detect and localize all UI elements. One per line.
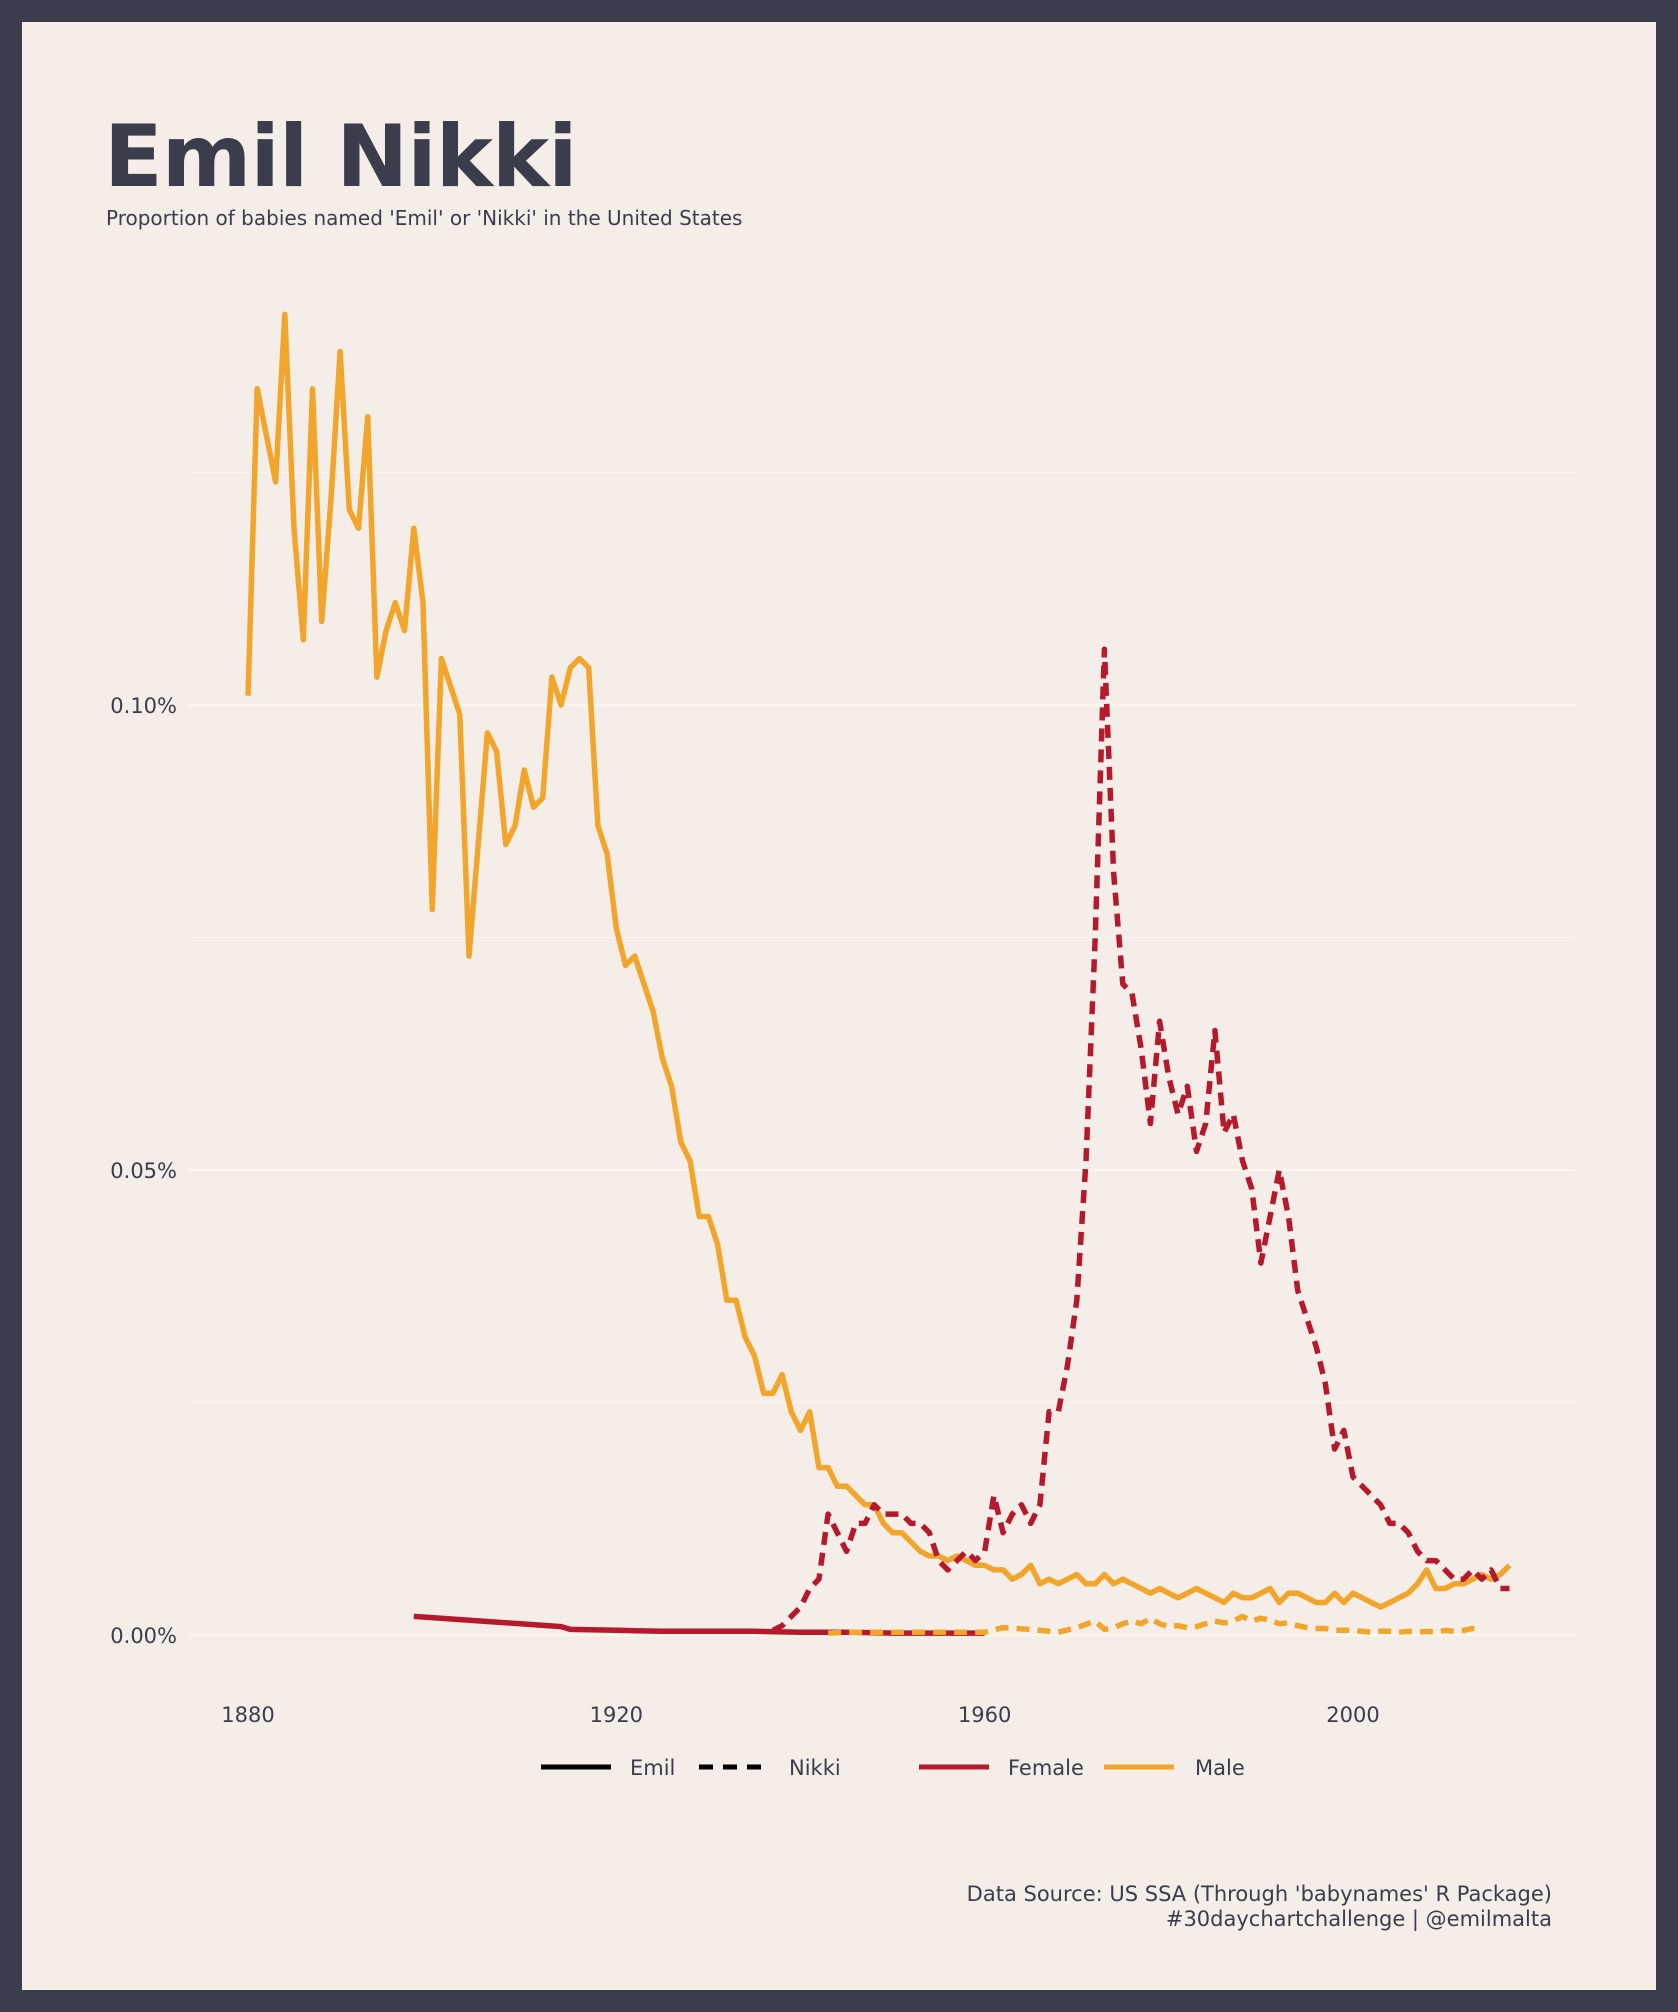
caption: Data Source: US SSA (Through 'babynames'… <box>967 1882 1552 1932</box>
line-chart: 0.00% 0.05% 0.10% 1880 1920 1960 2000 Emil Ni… <box>110 311 1575 1780</box>
x-tick-label: 1880 <box>221 1703 274 1727</box>
chart-subtitle: Proportion of babies named 'Emil' or 'Ni… <box>106 206 743 230</box>
legend: Emil Nikki Female Male <box>541 1756 1245 1780</box>
series-line-emil-male <box>245 311 1512 1610</box>
series-lines <box>245 311 1512 1636</box>
series-line-nikki-female <box>771 646 1510 1633</box>
caption-source: Data Source: US SSA (Through 'babynames'… <box>966 1882 1552 1906</box>
x-axis: 1880 1920 1960 2000 <box>221 1703 1379 1727</box>
x-tick-label: 1920 <box>590 1703 643 1727</box>
x-tick-label: 2000 <box>1326 1703 1379 1727</box>
y-axis: 0.00% 0.05% 0.10% <box>110 694 177 1648</box>
caption-credit: #30daychartchallenge | @emilmalta <box>1165 1907 1552 1932</box>
legend-label-nikki: Nikki <box>789 1756 841 1780</box>
chart-title: Emil Nikki <box>104 107 578 207</box>
y-tick-label: 0.10% <box>110 694 177 718</box>
chart-panel: Emil Nikki Proportion of babies named 'E… <box>22 22 1656 1990</box>
gridlines <box>189 471 1575 1637</box>
y-tick-label: 0.05% <box>110 1159 177 1183</box>
legend-label-male: Male <box>1195 1756 1245 1780</box>
legend-label-female: Female <box>1008 1756 1084 1780</box>
y-tick-label: 0.00% <box>110 1624 177 1648</box>
legend-label-emil: Emil <box>630 1756 675 1780</box>
series-line-nikki-male <box>827 1613 1483 1636</box>
x-tick-label: 1960 <box>958 1703 1011 1727</box>
